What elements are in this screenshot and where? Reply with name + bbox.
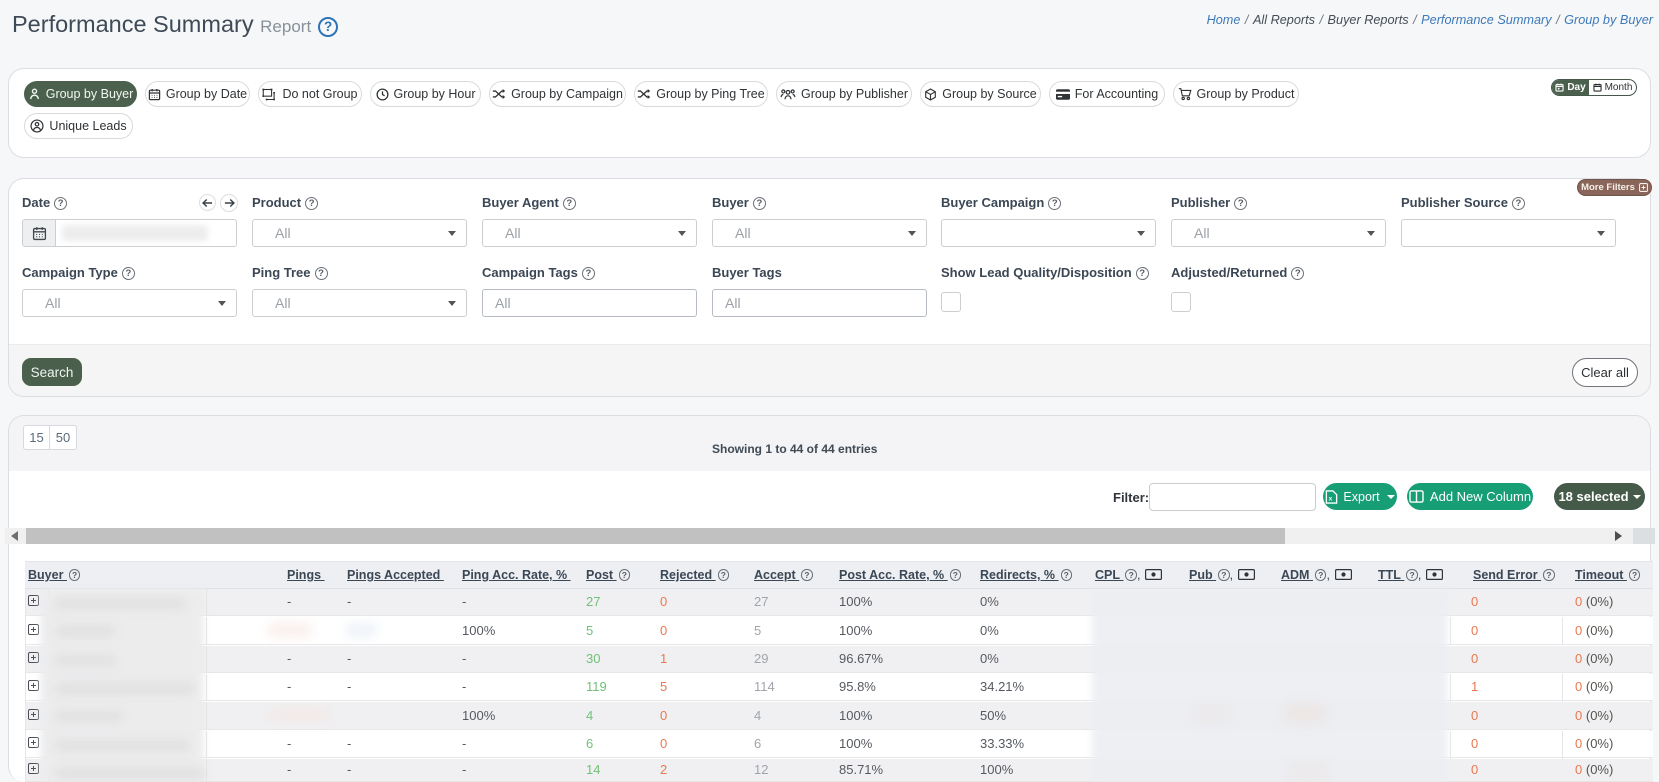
svg-text:x: x <box>1329 495 1333 502</box>
